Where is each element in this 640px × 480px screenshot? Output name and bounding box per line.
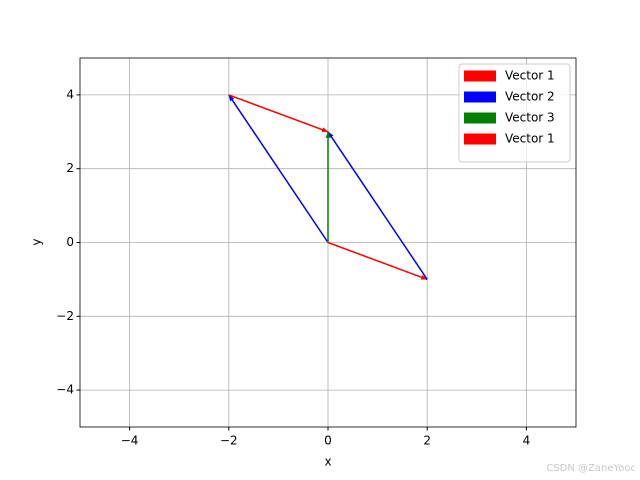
legend-label: Vector 1 [505, 69, 555, 83]
y-tick-label: 2 [66, 161, 74, 175]
x-tick-label: −2 [220, 434, 238, 448]
x-tick-label: 4 [523, 434, 531, 448]
arrow-head [228, 94, 235, 102]
legend-swatch [464, 133, 496, 145]
arrow [228, 94, 329, 243]
x-tick-label: 0 [324, 434, 332, 448]
watermark: CSDN @ZaneYooc [546, 463, 636, 474]
legend-swatch [464, 91, 496, 103]
arrow [325, 131, 331, 243]
x-tick-label: 2 [423, 434, 431, 448]
arrow [228, 94, 329, 133]
arrow-head [325, 131, 331, 138]
legend-swatch [464, 70, 496, 82]
arrow [327, 241, 428, 281]
arrow-shaft [327, 131, 428, 280]
plot-frame [79, 57, 577, 428]
arrow-head [420, 274, 428, 280]
legend-label: Vector 1 [505, 132, 555, 146]
y-tick-label: 4 [66, 87, 74, 101]
y-axis-label: y [30, 238, 44, 245]
arrow-shaft [327, 241, 428, 281]
arrow-shaft [228, 94, 329, 133]
legend-label: Vector 3 [505, 111, 555, 125]
legend-label: Vector 2 [505, 90, 555, 104]
arrow-head [321, 127, 328, 133]
arrow-shaft [228, 94, 329, 243]
y-tick-label: −2 [56, 309, 74, 323]
x-axis-label: x [324, 455, 331, 469]
y-tick-label: −4 [56, 383, 74, 397]
legend-swatch [464, 112, 496, 124]
y-tick-label: 0 [66, 235, 74, 249]
x-tick-label: −4 [121, 434, 139, 448]
